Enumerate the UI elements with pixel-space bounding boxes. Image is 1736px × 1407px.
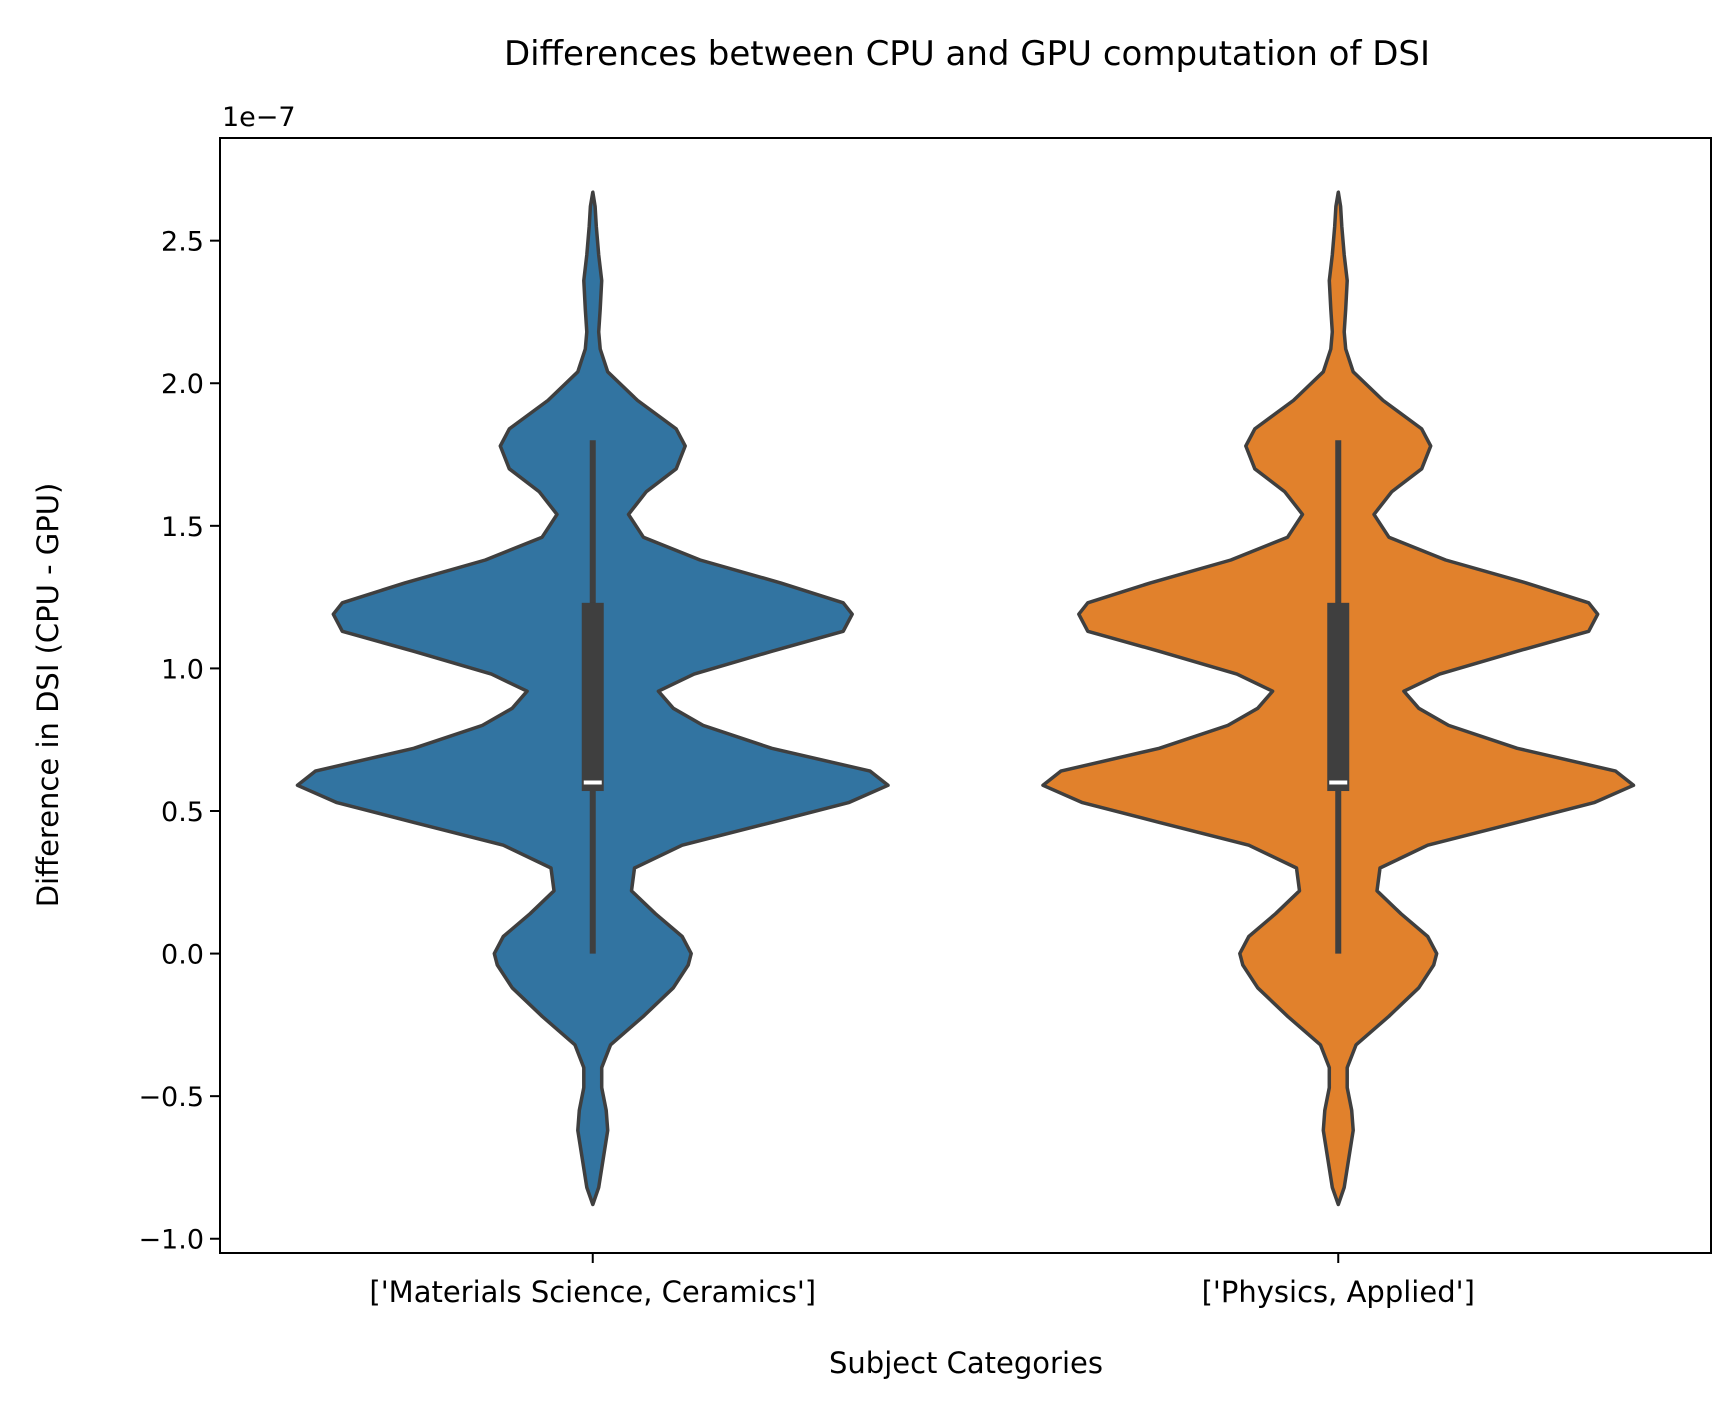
x-tick-label: ['Physics, Applied']	[1202, 1275, 1475, 1309]
y-tick-label: 0.0	[161, 940, 204, 971]
x-tick-label: ['Materials Science, Ceramics']	[369, 1275, 816, 1309]
y-tick-label: 0.5	[161, 797, 204, 828]
y-tick-label: 2.5	[161, 227, 204, 258]
y-tick-label: −0.5	[138, 1082, 204, 1113]
violins-group	[295, 190, 1636, 1207]
y-tick-label: 1.0	[161, 654, 204, 685]
y-axis-label: Difference in DSI (CPU - GPU)	[31, 483, 65, 908]
chart-title: Differences between CPU and GPU computat…	[504, 34, 1430, 74]
y-tick-label: 1.5	[161, 512, 204, 543]
iqr-box	[1327, 602, 1350, 792]
x-axis: ['Materials Science, Ceramics'] ['Physics…	[369, 1253, 1475, 1309]
plot-frame	[219, 137, 1712, 1254]
y-tick-label: 2.0	[161, 369, 204, 400]
x-axis-label: Subject Categories	[829, 1346, 1103, 1380]
y-axis: −1.0 −0.5 0.0 0.5 1.0 1.5 2.0 2.5	[138, 227, 220, 1256]
y-offset-label: 1e−7	[222, 102, 296, 133]
y-tick-label: −1.0	[138, 1225, 204, 1256]
iqr-box	[581, 602, 604, 792]
